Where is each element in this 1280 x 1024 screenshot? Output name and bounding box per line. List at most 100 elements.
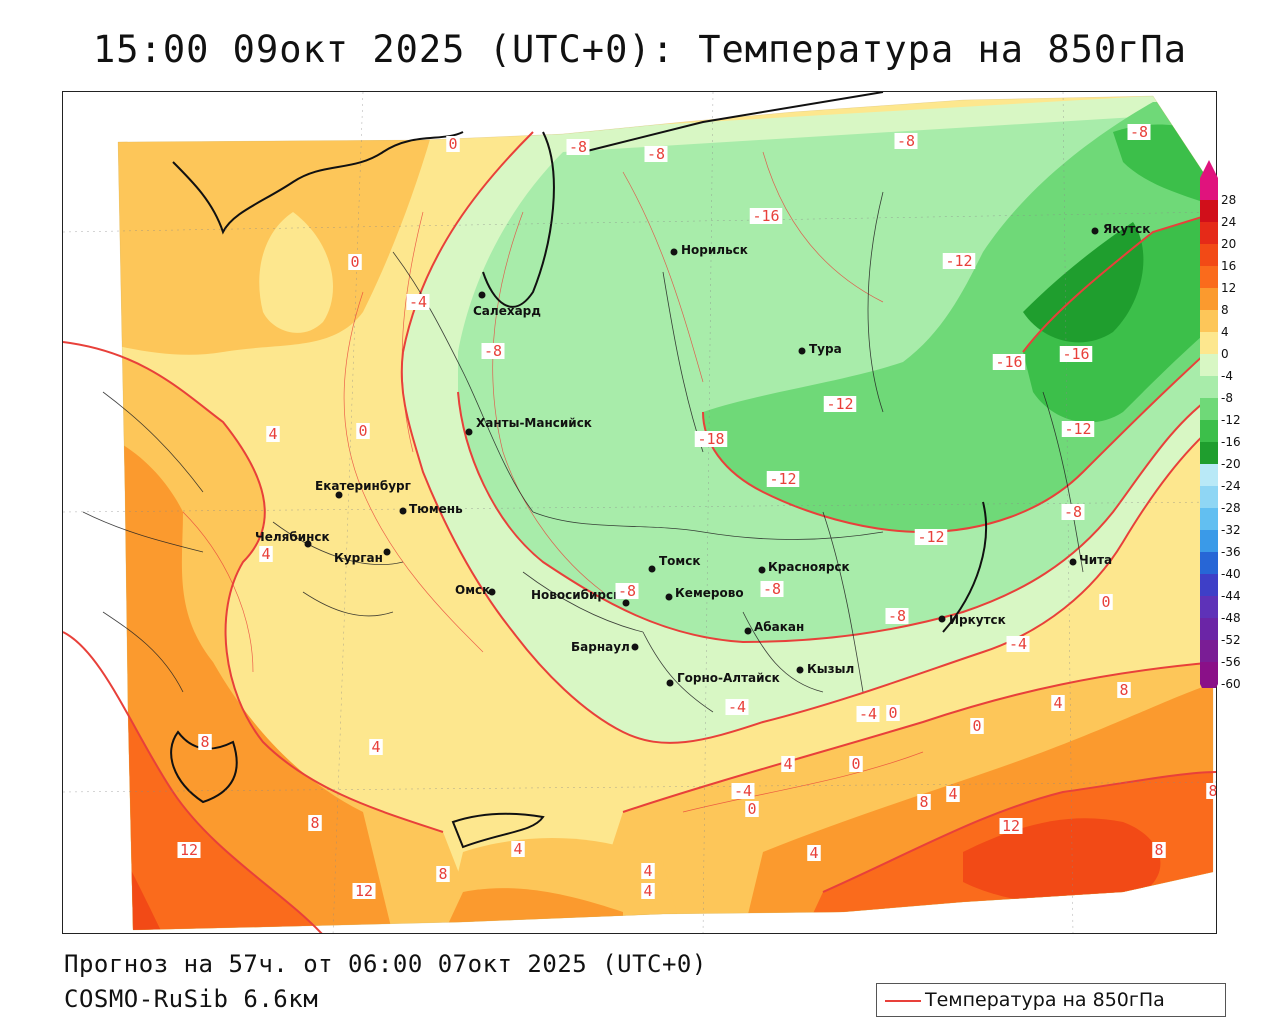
scale-swatch xyxy=(1200,640,1218,662)
scale-swatch xyxy=(1200,266,1218,288)
isotherm-label: 4 xyxy=(1051,694,1065,712)
isotherm-label-text: 8 xyxy=(310,814,319,832)
isotherm-label: -12 xyxy=(1061,420,1095,438)
scale-tick-label: 0 xyxy=(1221,347,1229,361)
svg-text:Ханты-Мансийск: Ханты-Мансийск xyxy=(476,416,592,430)
isotherm-label-text: 0 xyxy=(448,135,457,153)
map-legend: Температура на 850гПа xyxy=(876,983,1226,1017)
svg-text:Кызыл: Кызыл xyxy=(807,662,854,676)
isotherm-label: 8 xyxy=(1206,782,1216,800)
city-yakutsk[interactable]: Якутск xyxy=(1091,222,1151,236)
city-abakan[interactable]: Абакан xyxy=(744,620,805,635)
city-yekaterinburg[interactable]: Екатеринбург xyxy=(315,479,411,499)
color-scale: 28 24 20 16 12 8 4 0 -4 -8 -12 -16 -20 -24 -28 -32 -36 -4… xyxy=(1199,158,1269,691)
isotherm-label: -8 xyxy=(885,607,909,625)
svg-text:Чита: Чита xyxy=(1079,553,1112,567)
isotherm-label-text: -16 xyxy=(752,207,779,225)
city-chelyabinsk[interactable]: Челябинск xyxy=(255,530,330,548)
map-panel[interactable]: Норильск Салехард Якутск Тура Ханты-Манс… xyxy=(62,91,1217,934)
isotherm-label-text: -4 xyxy=(409,293,427,311)
svg-text:Екатеринбург: Екатеринбург xyxy=(315,479,411,493)
isotherm-label-text: -8 xyxy=(618,582,636,600)
city-novosibirsk[interactable]: Новосибирск xyxy=(531,588,630,607)
isotherm-label: -12 xyxy=(766,470,800,488)
scale-swatch xyxy=(1200,442,1218,464)
isotherm-label: 4 xyxy=(511,840,525,858)
scale-swatch xyxy=(1200,288,1218,310)
city-kurgan[interactable]: Курган xyxy=(334,548,391,566)
isotherm-label-text: -4 xyxy=(1009,635,1027,653)
scale-tick-label: 16 xyxy=(1221,259,1237,273)
svg-text:Тура: Тура xyxy=(809,342,842,356)
isotherm-label: 4 xyxy=(807,844,821,862)
isotherm-label-text: 4 xyxy=(261,545,270,563)
isotherm-label: 8 xyxy=(1152,841,1166,859)
city-kemerovo[interactable]: Кемерово xyxy=(665,586,744,601)
scale-swatch xyxy=(1200,464,1218,486)
temperature-fill xyxy=(118,96,1213,930)
isotherm-label-text: -4 xyxy=(734,782,752,800)
scale-swatch xyxy=(1200,376,1218,398)
svg-text:Салехард: Салехард xyxy=(473,304,541,318)
city-irkutsk[interactable]: Иркутск xyxy=(938,613,1006,627)
scale-swatch xyxy=(1200,530,1218,552)
forecast-info: Прогноз на 57ч. от 06:00 07окт 2025 (UTC… xyxy=(64,950,707,978)
isotherm-label-text: 4 xyxy=(643,862,652,880)
scale-tick-label: -36 xyxy=(1221,545,1241,559)
isotherm-label-text: 4 xyxy=(268,425,277,443)
svg-text:Норильск: Норильск xyxy=(681,243,748,257)
scale-tick-label: -4 xyxy=(1221,369,1233,383)
isotherm-label-text: 0 xyxy=(851,755,860,773)
isotherm-label: 0 xyxy=(886,704,900,722)
isotherm-label-text: -18 xyxy=(697,430,724,448)
isotherm-labels: 0 -8 -8-8 -8-160-4-12-8 -16-16-124 0 -12-18-12… xyxy=(177,123,1216,900)
isotherm-label: -4 xyxy=(731,782,755,800)
svg-text:Челябинск: Челябинск xyxy=(255,530,330,544)
isotherm-label: 0 xyxy=(970,717,984,735)
isotherm-label-text: 8 xyxy=(919,793,928,811)
scale-swatch xyxy=(1200,486,1218,508)
scale-swatch xyxy=(1200,178,1218,200)
city-salekhard[interactable]: Салехард xyxy=(473,291,541,319)
scale-tick-label: -16 xyxy=(1221,435,1241,449)
isotherm-label-text: -12 xyxy=(826,395,853,413)
city-tura[interactable]: Тура xyxy=(798,342,842,356)
isotherm-label: 0 xyxy=(1099,593,1113,611)
city-tomsk[interactable]: Томск xyxy=(648,554,701,573)
city-tyumen[interactable]: Тюмень xyxy=(399,502,464,516)
isotherm-label: 4 xyxy=(641,862,655,880)
isotherm-label-text: 4 xyxy=(783,755,792,773)
city-kyzyl[interactable]: Кызыл xyxy=(796,662,855,676)
isotherm-label-text: -4 xyxy=(728,698,746,716)
city-gorno-altaysk[interactable]: Горно-Алтайск xyxy=(666,671,780,687)
isotherm-label: 4 xyxy=(641,882,655,900)
isotherm-label: -8 xyxy=(894,132,918,150)
city-khanty-mansiysk[interactable]: Ханты-Мансийск xyxy=(465,416,592,436)
isotherm-label-text: 4 xyxy=(371,738,380,756)
isotherm-label-text: 12 xyxy=(355,882,373,900)
city-barnaul[interactable]: Барнаул xyxy=(571,640,639,654)
isotherm-label: 12 xyxy=(999,817,1023,835)
svg-text:Омск: Омск xyxy=(455,583,490,597)
legend-line-swatch xyxy=(885,1000,921,1002)
scale-tick-label: -60 xyxy=(1221,677,1241,691)
isotherm-label: -8 xyxy=(760,580,784,598)
city-chita[interactable]: Чита xyxy=(1069,553,1113,567)
city-omsk[interactable]: Омск xyxy=(455,583,496,597)
city-krasnoyarsk[interactable]: Красноярск xyxy=(758,560,850,574)
isotherm-label: 0 xyxy=(745,800,759,818)
color-scale-bar xyxy=(1200,160,1218,688)
scale-tick-label: -56 xyxy=(1221,655,1241,669)
scale-swatch xyxy=(1200,222,1218,244)
scale-tick-label: -32 xyxy=(1221,523,1241,537)
isotherm-contours xyxy=(63,131,1216,933)
city-norilsk[interactable]: Норильск xyxy=(670,243,748,257)
isotherm-label-text: 4 xyxy=(1053,694,1062,712)
svg-text:Новосибирск: Новосибирск xyxy=(531,588,621,602)
svg-text:Якутск: Якутск xyxy=(1103,222,1150,236)
svg-text:Красноярск: Красноярск xyxy=(768,560,850,574)
svg-text:Горно-Алтайск: Горно-Алтайск xyxy=(677,671,780,685)
model-name: COSMO-RuSib 6.6км xyxy=(64,985,319,1013)
region-boundaries xyxy=(82,191,1084,713)
isotherm-label: -12 xyxy=(914,528,948,546)
